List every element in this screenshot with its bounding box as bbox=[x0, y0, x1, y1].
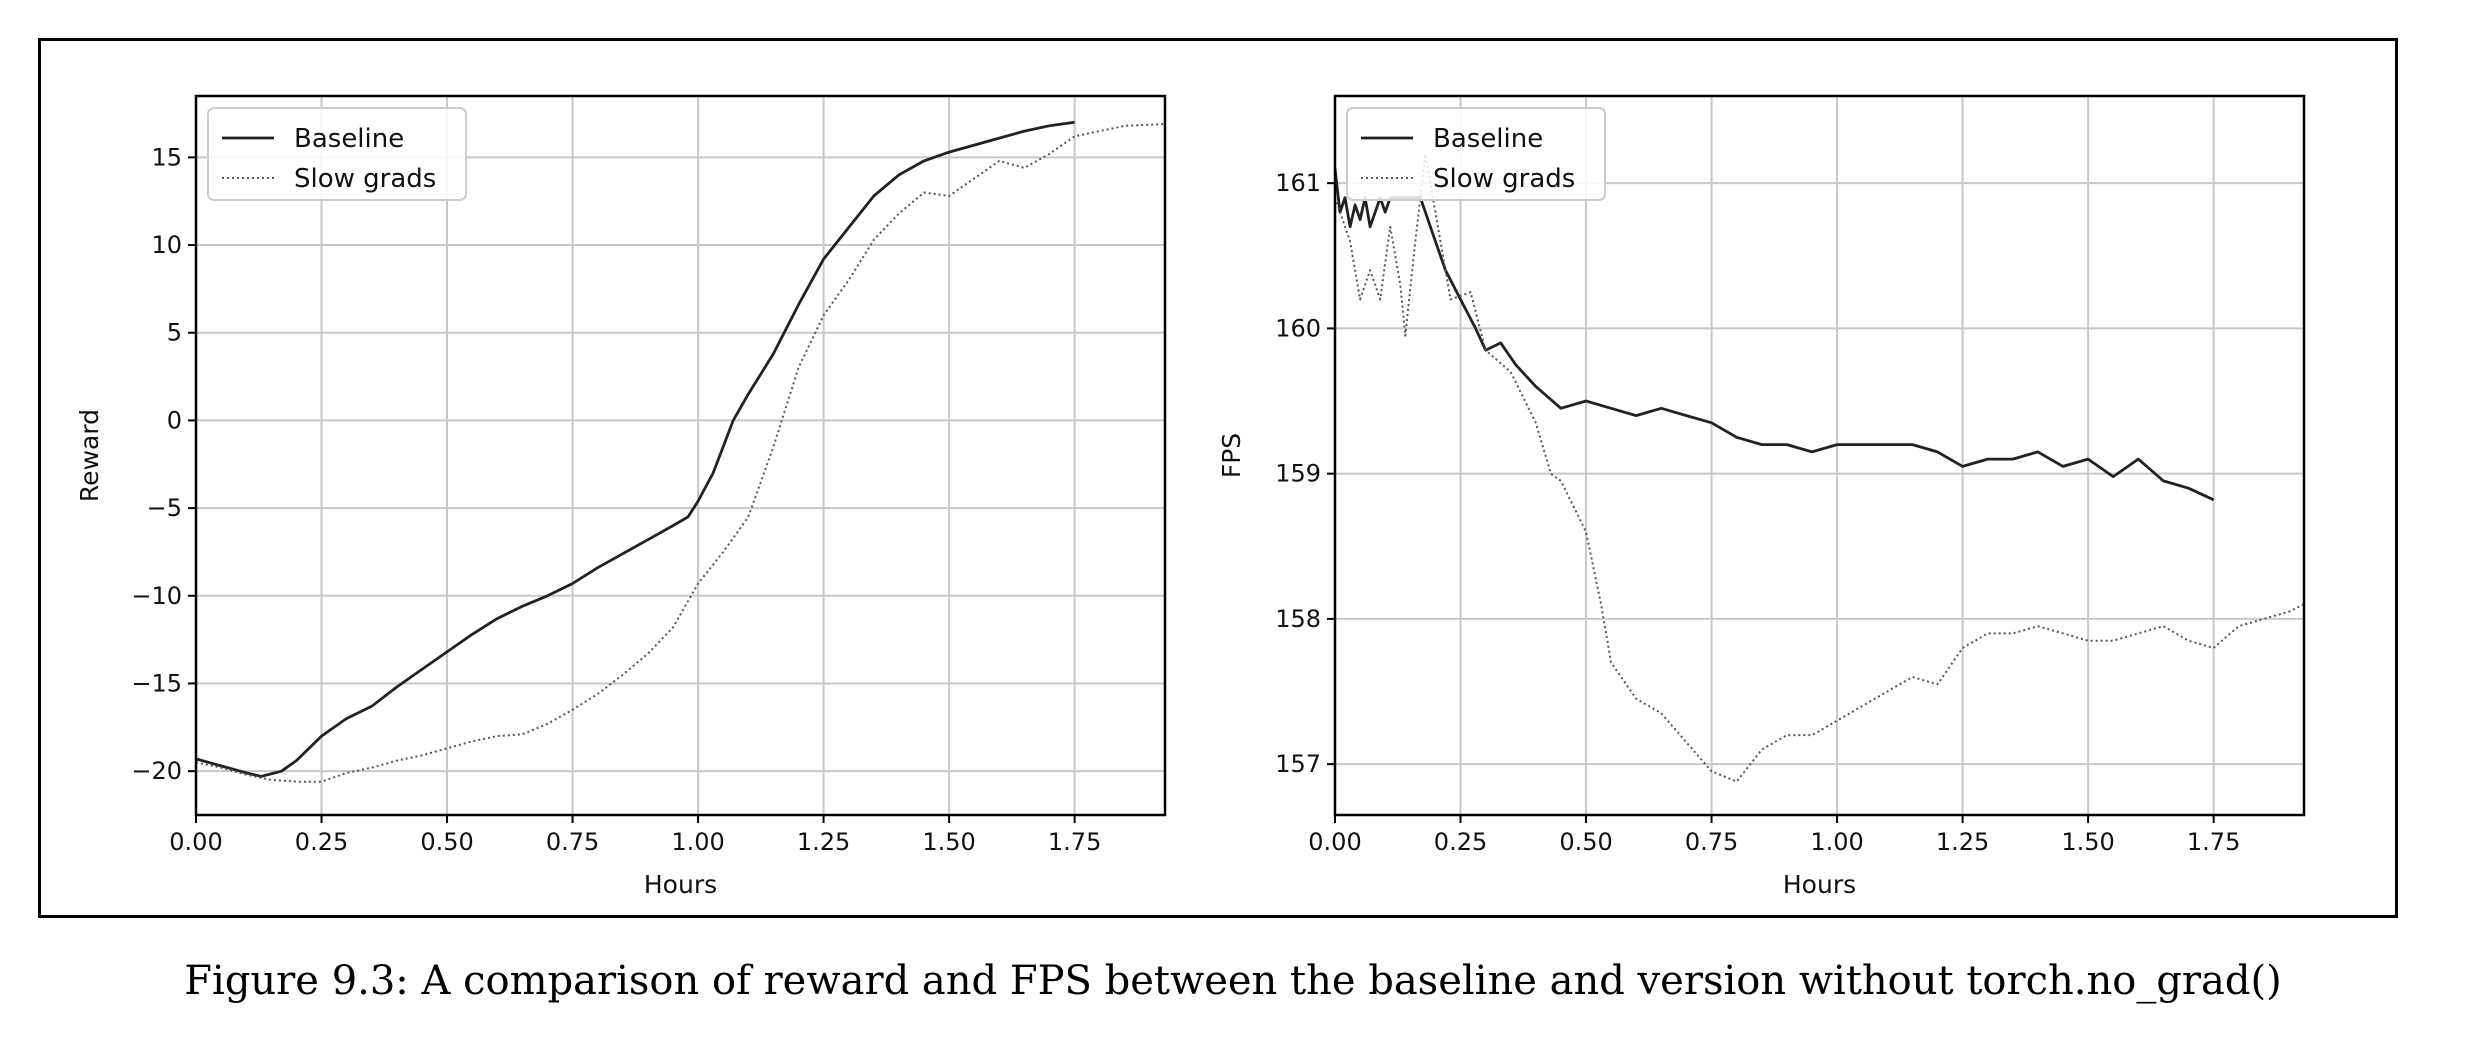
y-tick-label: 15 bbox=[151, 143, 182, 171]
x-tick-label: 1.75 bbox=[1048, 828, 1101, 856]
x-tick-label: 0.00 bbox=[1308, 828, 1361, 856]
x-tick-label: 1.00 bbox=[671, 828, 724, 856]
y-tick-label: 0 bbox=[167, 406, 182, 434]
legend-entry: Slow grads bbox=[1433, 164, 1575, 194]
y-tick-label: −20 bbox=[131, 757, 182, 785]
legend-entry: Slow grads bbox=[294, 164, 436, 194]
y-tick-label: −5 bbox=[147, 494, 182, 522]
axes-frame bbox=[1333, 94, 2306, 817]
y-tick-label: 5 bbox=[167, 319, 182, 347]
series-line-baseline bbox=[1335, 168, 2215, 502]
y-tick-label: 157 bbox=[1275, 750, 1321, 778]
series-line-slow-grads bbox=[196, 123, 1165, 783]
y-tick-label: 160 bbox=[1275, 314, 1321, 342]
series-line-slow-grads bbox=[1335, 153, 2304, 783]
x-tick-label: 0.25 bbox=[295, 828, 348, 856]
x-tick-label: 0.50 bbox=[1559, 828, 1612, 856]
legend: Baseline Slow grads bbox=[1346, 107, 1606, 201]
x-axis-label: Hours bbox=[1783, 870, 1856, 899]
y-tick-label: 158 bbox=[1275, 605, 1321, 633]
x-tick-label: 0.00 bbox=[169, 828, 222, 856]
y-tick-label: 159 bbox=[1275, 460, 1321, 488]
y-axis-label: Reward bbox=[75, 409, 104, 502]
y-axis-label: FPS bbox=[1217, 433, 1246, 478]
x-tick-label: 1.00 bbox=[1810, 828, 1863, 856]
y-tick-label: 10 bbox=[151, 231, 182, 259]
x-axis-label: Hours bbox=[644, 870, 717, 899]
y-tick-label: 161 bbox=[1275, 169, 1321, 197]
x-tick-label: 1.25 bbox=[797, 828, 850, 856]
legend-entry: Baseline bbox=[294, 124, 404, 154]
legend-entry: Baseline bbox=[1433, 124, 1543, 154]
y-tick-label: −10 bbox=[131, 582, 182, 610]
legend: Baseline Slow grads bbox=[207, 107, 467, 201]
axes-frame bbox=[194, 94, 1167, 817]
x-tick-label: 1.50 bbox=[2061, 828, 2114, 856]
x-tick-label: 0.75 bbox=[1685, 828, 1738, 856]
x-tick-label: 1.25 bbox=[1936, 828, 1989, 856]
x-tick-label: 0.50 bbox=[420, 828, 473, 856]
x-tick-label: 1.50 bbox=[922, 828, 975, 856]
y-tick-label: −15 bbox=[131, 669, 182, 697]
chart-reward: 0.00 0.25 0.50 0.75 1.00 1.25 1.50 1.75 −20 −15 −1… bbox=[75, 94, 1167, 899]
x-tick-label: 1.75 bbox=[2187, 828, 2240, 856]
x-tick-label: 0.25 bbox=[1434, 828, 1487, 856]
series-line-baseline bbox=[196, 120, 1075, 778]
figure-caption: Figure 9.3: A comparison of reward and F… bbox=[184, 958, 2282, 1004]
chart-fps: 0.00 0.25 0.50 0.75 1.00 1.25 1.50 1.75 157 158 15… bbox=[1217, 94, 2306, 899]
x-tick-label: 0.75 bbox=[546, 828, 599, 856]
